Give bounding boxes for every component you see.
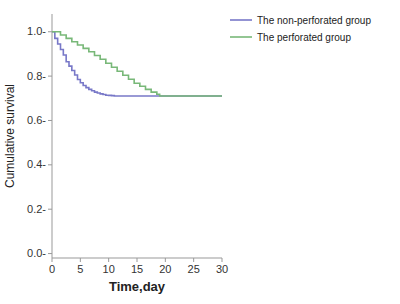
legend-label: The perforated group (257, 32, 351, 43)
x-tick-label: 30 (216, 263, 228, 275)
y-tick-label: 0.4- (27, 158, 46, 170)
x-tick (165, 258, 166, 262)
x-tick (52, 258, 53, 262)
x-tick-label: 5 (77, 263, 83, 275)
y-tick (48, 31, 52, 32)
y-tick (48, 209, 52, 210)
x-axis-label: Time,day (109, 279, 166, 294)
y-tick-label: 0.8- (27, 70, 46, 82)
plot-area (52, 32, 222, 96)
axes: 0.0- 0.2- 0.4- 0.6- 0.8- 1.0- 0 5 10 15 20 25 30 (27, 14, 228, 275)
legend-swatch (230, 36, 252, 38)
x-tick-label: 20 (159, 263, 171, 275)
y-tick (48, 120, 52, 121)
y-tick (48, 76, 52, 77)
x-tick-label: 25 (188, 263, 200, 275)
y-tick-label: 0.0- (27, 247, 46, 259)
y-tick-label: 0.6- (27, 114, 46, 126)
survival-curve (52, 32, 222, 96)
legend-swatch (230, 19, 252, 21)
legend-label: The non-perforated group (257, 15, 371, 26)
x-tick (137, 258, 138, 262)
y-tick-label: 0.2- (27, 203, 46, 215)
x-tick-label: 0 (49, 263, 55, 275)
x-tick (193, 258, 194, 262)
y-tick (48, 253, 52, 254)
y-tick-label: 1.0- (27, 25, 46, 37)
chart: 0.0- 0.2- 0.4- 0.6- 0.8- 1.0- 0 5 10 15 20 25 30 Time… (0, 0, 400, 304)
x-tick-label: 10 (103, 263, 115, 275)
x-tick-label: 15 (131, 263, 143, 275)
x-tick (80, 258, 81, 262)
survival-curve (52, 32, 222, 96)
y-axis-label: Cumulative survival (3, 84, 17, 188)
x-tick (108, 258, 109, 262)
y-tick (48, 164, 52, 165)
y-axis-line (52, 14, 53, 258)
x-tick (222, 258, 223, 262)
legend: The non-perforated group The perforated g… (230, 15, 371, 43)
